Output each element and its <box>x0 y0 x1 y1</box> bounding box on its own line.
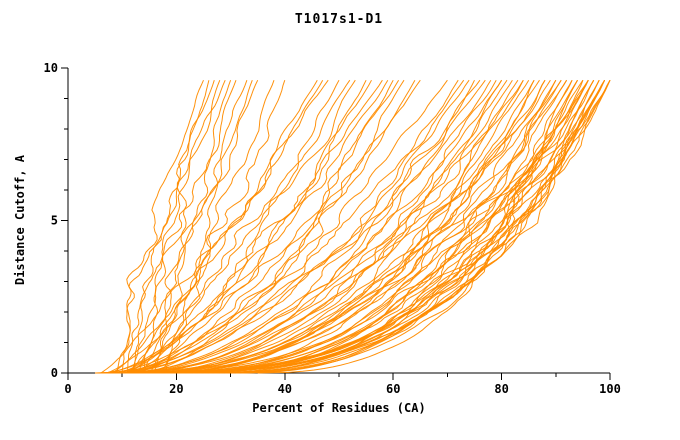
model-curve <box>159 80 286 374</box>
model-curve <box>225 79 589 374</box>
model-curve <box>122 79 497 374</box>
model-curve <box>100 79 606 374</box>
model-curve <box>95 79 459 374</box>
model-curve <box>116 79 546 374</box>
model-curve <box>132 79 530 374</box>
x-tick-label: 100 <box>599 382 621 396</box>
y-tick-label: 0 <box>51 366 58 380</box>
model-curve <box>132 79 508 374</box>
model-curve <box>132 79 367 374</box>
model-curve <box>127 79 486 374</box>
model-curve <box>176 79 557 374</box>
model-curve <box>187 79 606 374</box>
model-curve <box>165 79 546 374</box>
model-curve <box>132 80 237 374</box>
model-curve <box>165 80 253 374</box>
model-curve <box>192 79 589 374</box>
model-curve <box>116 79 470 374</box>
model-curve <box>127 79 324 374</box>
model-curve <box>132 80 210 373</box>
model-curve <box>138 80 248 374</box>
model-curve <box>170 79 562 374</box>
model-curve <box>160 79 540 374</box>
x-axis-label: Percent of Residues (CA) <box>252 401 426 415</box>
model-curve <box>149 79 524 374</box>
model-curve <box>121 79 204 373</box>
model-curve <box>111 79 318 374</box>
x-tick-label: 20 <box>169 382 183 396</box>
model-curve <box>122 79 372 374</box>
x-tick-label: 0 <box>64 382 71 396</box>
x-tick-label: 40 <box>278 382 292 396</box>
model-curve <box>208 79 600 374</box>
model-curve <box>105 79 351 374</box>
chart-title: T1017s1-D1 <box>294 12 384 27</box>
model-curve <box>257 79 611 374</box>
y-tick-label: 5 <box>51 214 58 228</box>
model-curve <box>235 79 600 374</box>
model-curve <box>138 79 503 374</box>
model-curve <box>154 79 551 374</box>
model-curves <box>95 79 611 374</box>
model-curve <box>100 79 400 374</box>
model-curve <box>127 79 394 374</box>
model-curve <box>105 79 448 374</box>
model-curve <box>100 79 329 374</box>
x-tick-label: 80 <box>494 382 508 396</box>
model-curve <box>219 79 611 374</box>
model-curve <box>122 79 524 374</box>
model-curve <box>127 79 226 373</box>
model-curve <box>105 79 475 374</box>
model-curve <box>122 79 340 374</box>
model-curve <box>149 79 568 374</box>
model-curve <box>165 79 578 374</box>
model-curve <box>116 79 589 374</box>
model-curve <box>143 79 259 374</box>
model-curve <box>111 79 568 374</box>
model-curve <box>176 79 595 374</box>
model-curve <box>214 79 578 374</box>
x-tick-label: 60 <box>386 382 400 396</box>
model-curve <box>95 79 600 374</box>
model-curve <box>181 79 573 374</box>
model-curve <box>105 79 389 374</box>
y-tick-label: 10 <box>44 61 58 75</box>
model-curve <box>111 79 416 374</box>
model-curve <box>116 80 215 374</box>
model-curve <box>116 79 492 374</box>
